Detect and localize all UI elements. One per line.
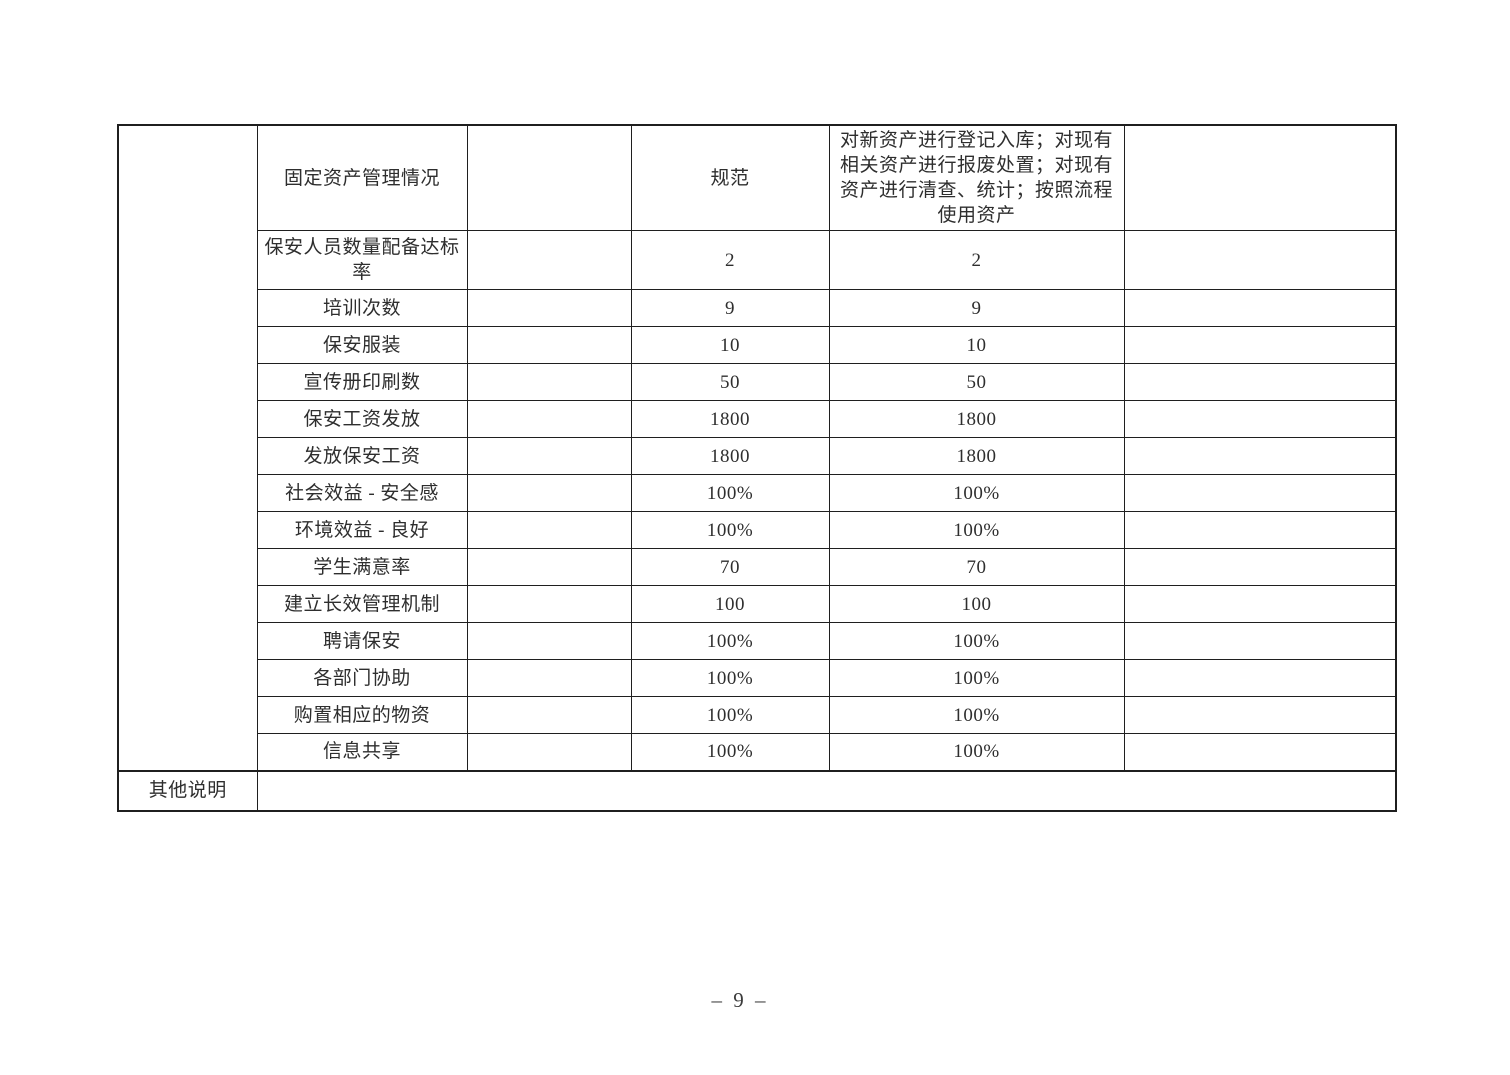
empty-cell — [1123, 733, 1397, 771]
indicator-name-cell: 学生满意率 — [256, 548, 468, 586]
empty-cell — [466, 326, 632, 364]
completion-value-cell: 100 — [828, 585, 1125, 623]
table-row: 培训次数 9 9 — [118, 289, 1397, 327]
table-row: 宣传册印刷数 50 50 — [118, 363, 1397, 401]
indicator-name-cell: 固定资产管理情况 — [256, 124, 468, 231]
indicator-name-cell: 宣传册印刷数 — [256, 363, 468, 401]
completion-value-cell: 1800 — [828, 400, 1125, 438]
empty-cell — [466, 659, 632, 697]
target-value-cell: 9 — [630, 289, 830, 327]
target-value-cell: 100% — [630, 696, 830, 734]
completion-value-cell: 1800 — [828, 437, 1125, 475]
empty-cell — [1123, 585, 1397, 623]
table-row: 保安人员数量配备达标率 2 2 — [118, 230, 1397, 290]
empty-cell — [1123, 124, 1397, 231]
empty-cell — [1123, 230, 1397, 290]
indicator-name-cell: 各部门协助 — [256, 659, 468, 697]
empty-cell — [466, 230, 632, 290]
empty-cell — [1123, 326, 1397, 364]
indicator-name-cell: 保安工资发放 — [256, 400, 468, 438]
performance-indicator-table: 固定资产管理情况 规范 对新资产进行登记入库；对现有相关资产进行报废处置；对现有资产… — [117, 124, 1397, 812]
completion-value-cell: 100% — [828, 659, 1125, 697]
target-value-cell: 100% — [630, 659, 830, 697]
completion-value-cell: 50 — [828, 363, 1125, 401]
target-value-cell: 50 — [630, 363, 830, 401]
table-row: 建立长效管理机制 100 100 — [118, 585, 1397, 623]
target-value-cell: 2 — [630, 230, 830, 290]
empty-cell — [466, 622, 632, 660]
empty-cell — [1123, 474, 1397, 512]
table-row: 固定资产管理情况 规范 对新资产进行登记入库；对现有相关资产进行报废处置；对现有资产… — [117, 124, 1397, 771]
completion-value-cell: 10 — [828, 326, 1125, 364]
empty-cell — [466, 400, 632, 438]
empty-cell — [1123, 289, 1397, 327]
table-row: 环境效益 - 良好 100% 100% — [118, 511, 1397, 549]
completion-value-cell: 9 — [828, 289, 1125, 327]
empty-cell — [1123, 400, 1397, 438]
target-value-cell: 70 — [630, 548, 830, 586]
empty-cell — [466, 733, 632, 771]
completion-value-cell: 2 — [828, 230, 1125, 290]
indicator-name-cell: 购置相应的物资 — [256, 696, 468, 734]
indicator-name-cell: 环境效益 - 良好 — [256, 511, 468, 549]
target-value-cell: 1800 — [630, 437, 830, 475]
completion-value-cell: 100% — [828, 511, 1125, 549]
completion-value-cell: 100% — [828, 622, 1125, 660]
table-row: 保安服装 10 10 — [118, 326, 1397, 364]
table-row: 学生满意率 70 70 — [118, 548, 1397, 586]
empty-cell — [466, 585, 632, 623]
table-row: 购置相应的物资 100% 100% — [118, 696, 1397, 734]
empty-cell — [466, 696, 632, 734]
table-row: 信息共享 100% 100% — [118, 733, 1397, 771]
empty-cell — [466, 437, 632, 475]
other-notes-label-cell: 其他说明 — [117, 769, 258, 811]
target-value-cell: 100 — [630, 585, 830, 623]
empty-cell — [1123, 363, 1397, 401]
empty-cell — [466, 474, 632, 512]
target-value-cell: 1800 — [630, 400, 830, 438]
indicator-name-cell: 聘请保安 — [256, 622, 468, 660]
empty-cell — [466, 363, 632, 401]
completion-value-cell: 对新资产进行登记入库；对现有相关资产进行报废处置；对现有资产进行清查、统计；按照… — [828, 124, 1125, 231]
table-row: 发放保安工资 1800 1800 — [118, 437, 1397, 475]
indicator-name-cell: 信息共享 — [256, 733, 468, 771]
empty-cell — [1123, 696, 1397, 734]
empty-cell — [466, 548, 632, 586]
target-value-cell: 100% — [630, 733, 830, 771]
target-value-cell: 100% — [630, 511, 830, 549]
indicator-name-cell: 保安人员数量配备达标率 — [256, 230, 468, 290]
table-row: 各部门协助 100% 100% — [118, 659, 1397, 697]
completion-value-cell: 70 — [828, 548, 1125, 586]
page-number: – 9 – — [711, 988, 769, 1012]
empty-cell — [1123, 437, 1397, 475]
target-value-cell: 规范 — [630, 124, 830, 231]
completion-value-cell: 100% — [828, 696, 1125, 734]
indicator-name-cell: 保安服装 — [256, 326, 468, 364]
empty-cell — [466, 289, 632, 327]
table-row: 保安工资发放 1800 1800 — [118, 400, 1397, 438]
target-value-cell: 100% — [630, 474, 830, 512]
target-value-cell: 100% — [630, 622, 830, 660]
indicator-name-cell: 发放保安工资 — [256, 437, 468, 475]
empty-cell — [1123, 622, 1397, 660]
empty-cell — [1123, 511, 1397, 549]
target-value-cell: 10 — [630, 326, 830, 364]
table-row: 聘请保安 100% 100% — [118, 622, 1397, 660]
empty-cell — [1123, 659, 1397, 697]
other-notes-content-cell — [256, 769, 1397, 811]
other-notes-row: 其他说明 — [117, 769, 1397, 811]
category-group-cell — [117, 124, 258, 771]
empty-cell — [1123, 548, 1397, 586]
indicator-name-cell: 建立长效管理机制 — [256, 585, 468, 623]
completion-value-cell: 100% — [828, 474, 1125, 512]
empty-cell — [466, 511, 632, 549]
indicator-name-cell: 社会效益 - 安全感 — [256, 474, 468, 512]
empty-cell — [466, 124, 632, 231]
completion-value-cell: 100% — [828, 733, 1125, 771]
indicator-name-cell: 培训次数 — [256, 289, 468, 327]
table-row: 社会效益 - 安全感 100% 100% — [118, 474, 1397, 512]
